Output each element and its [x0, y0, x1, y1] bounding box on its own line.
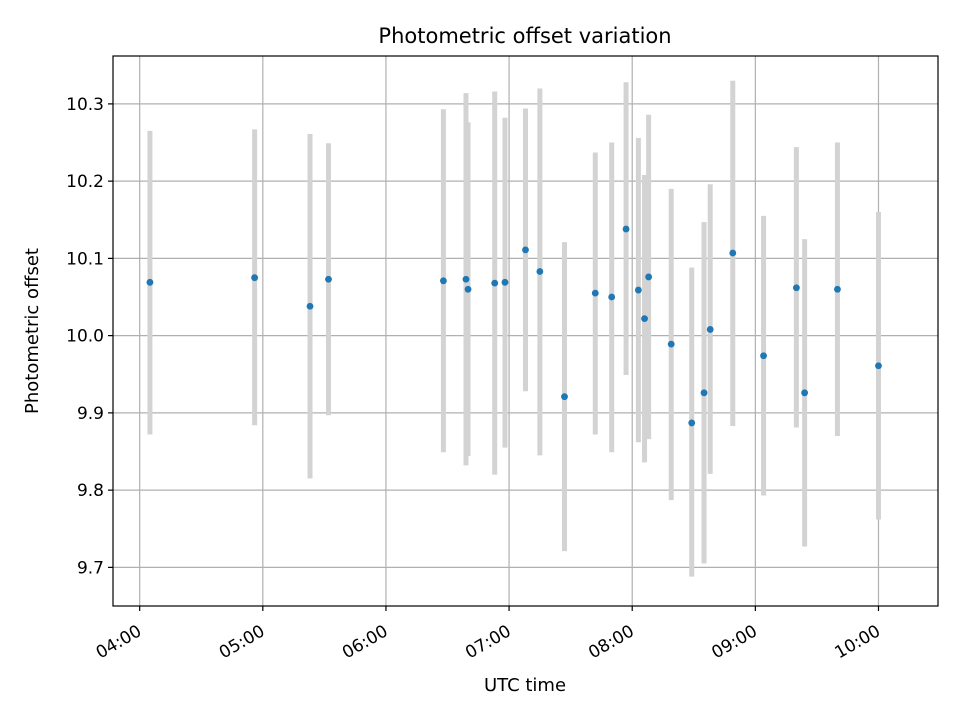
- data-point: [591, 289, 599, 297]
- data-point: [801, 389, 809, 397]
- plot-frame: [112, 55, 939, 607]
- data-point: [760, 352, 767, 360]
- data-point: [700, 389, 708, 397]
- data-point: [462, 275, 470, 283]
- data-point: [522, 246, 529, 254]
- y-tick-label: 9.7: [77, 558, 104, 578]
- y-axis-label: Photometric offset: [22, 248, 43, 414]
- y-tick-label: 10.1: [66, 249, 104, 269]
- data-point: [608, 293, 616, 301]
- y-tick-label: 10.0: [66, 327, 104, 347]
- y-tick-label: 10.3: [66, 95, 104, 115]
- data-point: [634, 286, 642, 294]
- data-point: [501, 278, 509, 286]
- data-point: [325, 275, 332, 283]
- data-point: [688, 419, 696, 427]
- data-point: [645, 273, 653, 281]
- data-point: [729, 249, 737, 257]
- x-axis-label: UTC time: [484, 675, 566, 696]
- y-tick-label: 9.8: [77, 481, 104, 501]
- data-point: [536, 268, 544, 275]
- y-tick-label: 9.9: [77, 404, 104, 424]
- data-point: [251, 274, 259, 282]
- data-points: [146, 225, 882, 427]
- data-point: [306, 302, 314, 310]
- data-point: [622, 225, 630, 233]
- data-point: [875, 362, 882, 370]
- data-point: [464, 285, 472, 293]
- data-point: [667, 340, 675, 348]
- data-point: [561, 393, 568, 401]
- data-point: [641, 315, 648, 323]
- data-point: [834, 285, 841, 293]
- data-point: [706, 326, 714, 333]
- chart-title: Photometric offset variation: [378, 24, 671, 48]
- y-tick-label: 10.2: [66, 172, 104, 192]
- data-point: [440, 277, 447, 285]
- data-point: [491, 279, 499, 287]
- y-axis-ticks: 9.7 9.8 9.9 10.0 10.1 10.2 10.3: [66, 95, 113, 578]
- data-point: [792, 284, 800, 292]
- data-point: [146, 278, 154, 286]
